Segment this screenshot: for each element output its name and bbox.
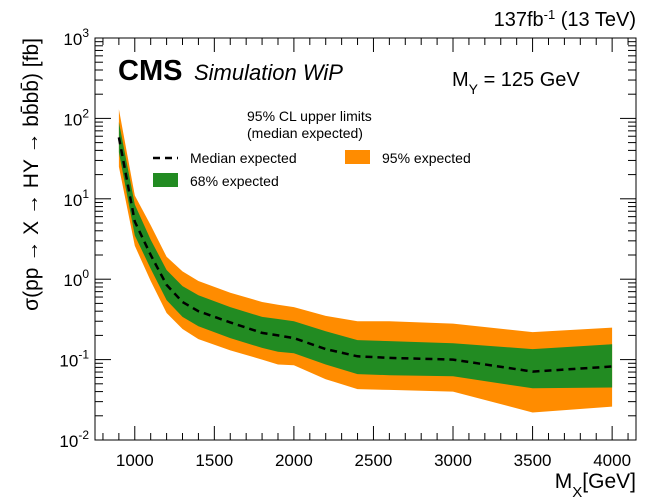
- y-tick-label: 103: [63, 26, 89, 49]
- plot-content: [117, 109, 613, 413]
- plot-frame: [94, 37, 637, 441]
- x-tick-label: 3000: [434, 451, 472, 470]
- band-68-expected: [118, 122, 613, 389]
- x-tick-label: 2000: [275, 451, 313, 470]
- y-tick-label: 102: [63, 106, 89, 129]
- legend-title-line2: (median expected): [247, 125, 363, 141]
- legend-95-label: 95% expected: [382, 150, 471, 166]
- lumi-exponent: -1: [544, 7, 556, 22]
- x-axis-title: MX[GeV]: [555, 470, 636, 501]
- x-tick-label: 3500: [514, 451, 552, 470]
- y-tick-label: 100: [63, 267, 89, 290]
- y-tick-labels: 10-2 10-1 100 101 102 103: [59, 26, 89, 451]
- x-tick-label: 1000: [116, 451, 154, 470]
- x-tick-labels: 1000 1500 2000 2500 3000 3500 4000: [116, 451, 631, 470]
- x-axis-title-unit: [GeV]: [582, 470, 636, 493]
- x-tick-label: 2500: [355, 451, 393, 470]
- experiment-label: CMS: [118, 55, 182, 87]
- mass-label: MY = 125 GeV: [452, 69, 580, 97]
- x-axis-title-sub: X: [572, 484, 582, 501]
- legend: 95% CL upper limits (median expected) Me…: [153, 108, 471, 189]
- mass-label-sub: Y: [469, 81, 479, 97]
- energy-label: (13 TeV): [555, 9, 636, 31]
- legend-68-label: 68% expected: [190, 173, 279, 189]
- x-tick-label: 4000: [593, 451, 631, 470]
- lumi-value: 137fb: [494, 9, 544, 31]
- x-axis-title-main: M: [555, 470, 573, 493]
- experiment-extra-label: Simulation WiP: [194, 60, 343, 85]
- x-tick-label: 1500: [195, 451, 233, 470]
- y-tick-label: 101: [63, 187, 89, 210]
- y-tick-label: 10-1: [59, 348, 89, 371]
- legend-title-line1: 95% CL upper limits: [247, 108, 372, 124]
- legend-median-label: Median expected: [190, 150, 297, 166]
- y-axis-title: σ(pp → X → HY → bb̄bb̄) [fb]: [20, 38, 43, 311]
- axis-ticks: [95, 37, 636, 441]
- luminosity-label: 137fb-1 (13 TeV): [494, 7, 636, 32]
- mass-value: = 125 GeV: [478, 69, 580, 91]
- legend-68-swatch: [153, 173, 178, 187]
- legend-95-swatch: [345, 150, 370, 164]
- mass-label-main: M: [452, 69, 469, 91]
- y-tick-label: 10-2: [59, 428, 89, 451]
